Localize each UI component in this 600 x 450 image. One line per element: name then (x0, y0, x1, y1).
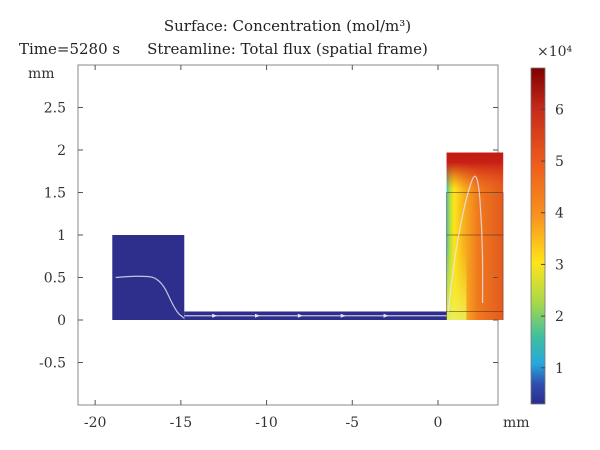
colorbar (530, 67, 546, 405)
y-tick-label: 2.5 (44, 101, 66, 117)
colorbar-multiplier: ×10⁴ (537, 44, 573, 60)
x-tick-label: -5 (345, 415, 359, 431)
colorbar-tick-label: 6 (555, 102, 564, 118)
streamline-right-flux (447, 175, 484, 312)
x-tick-label: -20 (84, 415, 107, 431)
x-tick-label: -10 (255, 415, 278, 431)
flux-arrow (212, 313, 218, 318)
time-label: Time=5280 s (19, 40, 121, 58)
x-tick-label: 0 (434, 415, 443, 431)
colorbar-tick-label: 5 (555, 154, 564, 170)
y-tick-label: 0 (57, 313, 66, 329)
colorbar-tick-label: 1 (555, 361, 564, 377)
y-axis-label: mm (28, 66, 55, 82)
y-tick-label: 2 (57, 143, 66, 159)
y-tick-label: 0.5 (44, 271, 66, 287)
y-tick-label: 1.5 (44, 186, 66, 202)
left-reservoir (112, 235, 185, 320)
chart-title: Surface: Concentration (mol/m³) (163, 17, 412, 35)
colorbar-tick-label: 4 (555, 206, 564, 222)
flux-arrow (255, 313, 260, 318)
flux-arrow (297, 313, 303, 318)
colorbar-tick-label: 2 (555, 309, 564, 325)
x-axis-label: mm (503, 415, 530, 431)
streamline-left-flux (115, 275, 185, 319)
chart-subtitle: Streamline: Total flux (spatial frame) (147, 40, 428, 58)
flux-arrow (383, 313, 389, 318)
colorbar-tick-label: 3 (555, 257, 564, 273)
right-reservoir-bottom-shade (446, 152, 467, 320)
flux-arrow (340, 313, 346, 318)
y-tick-label: -0.5 (39, 356, 66, 372)
x-tick-label: -15 (170, 415, 193, 431)
y-tick-label: 1 (57, 228, 66, 244)
